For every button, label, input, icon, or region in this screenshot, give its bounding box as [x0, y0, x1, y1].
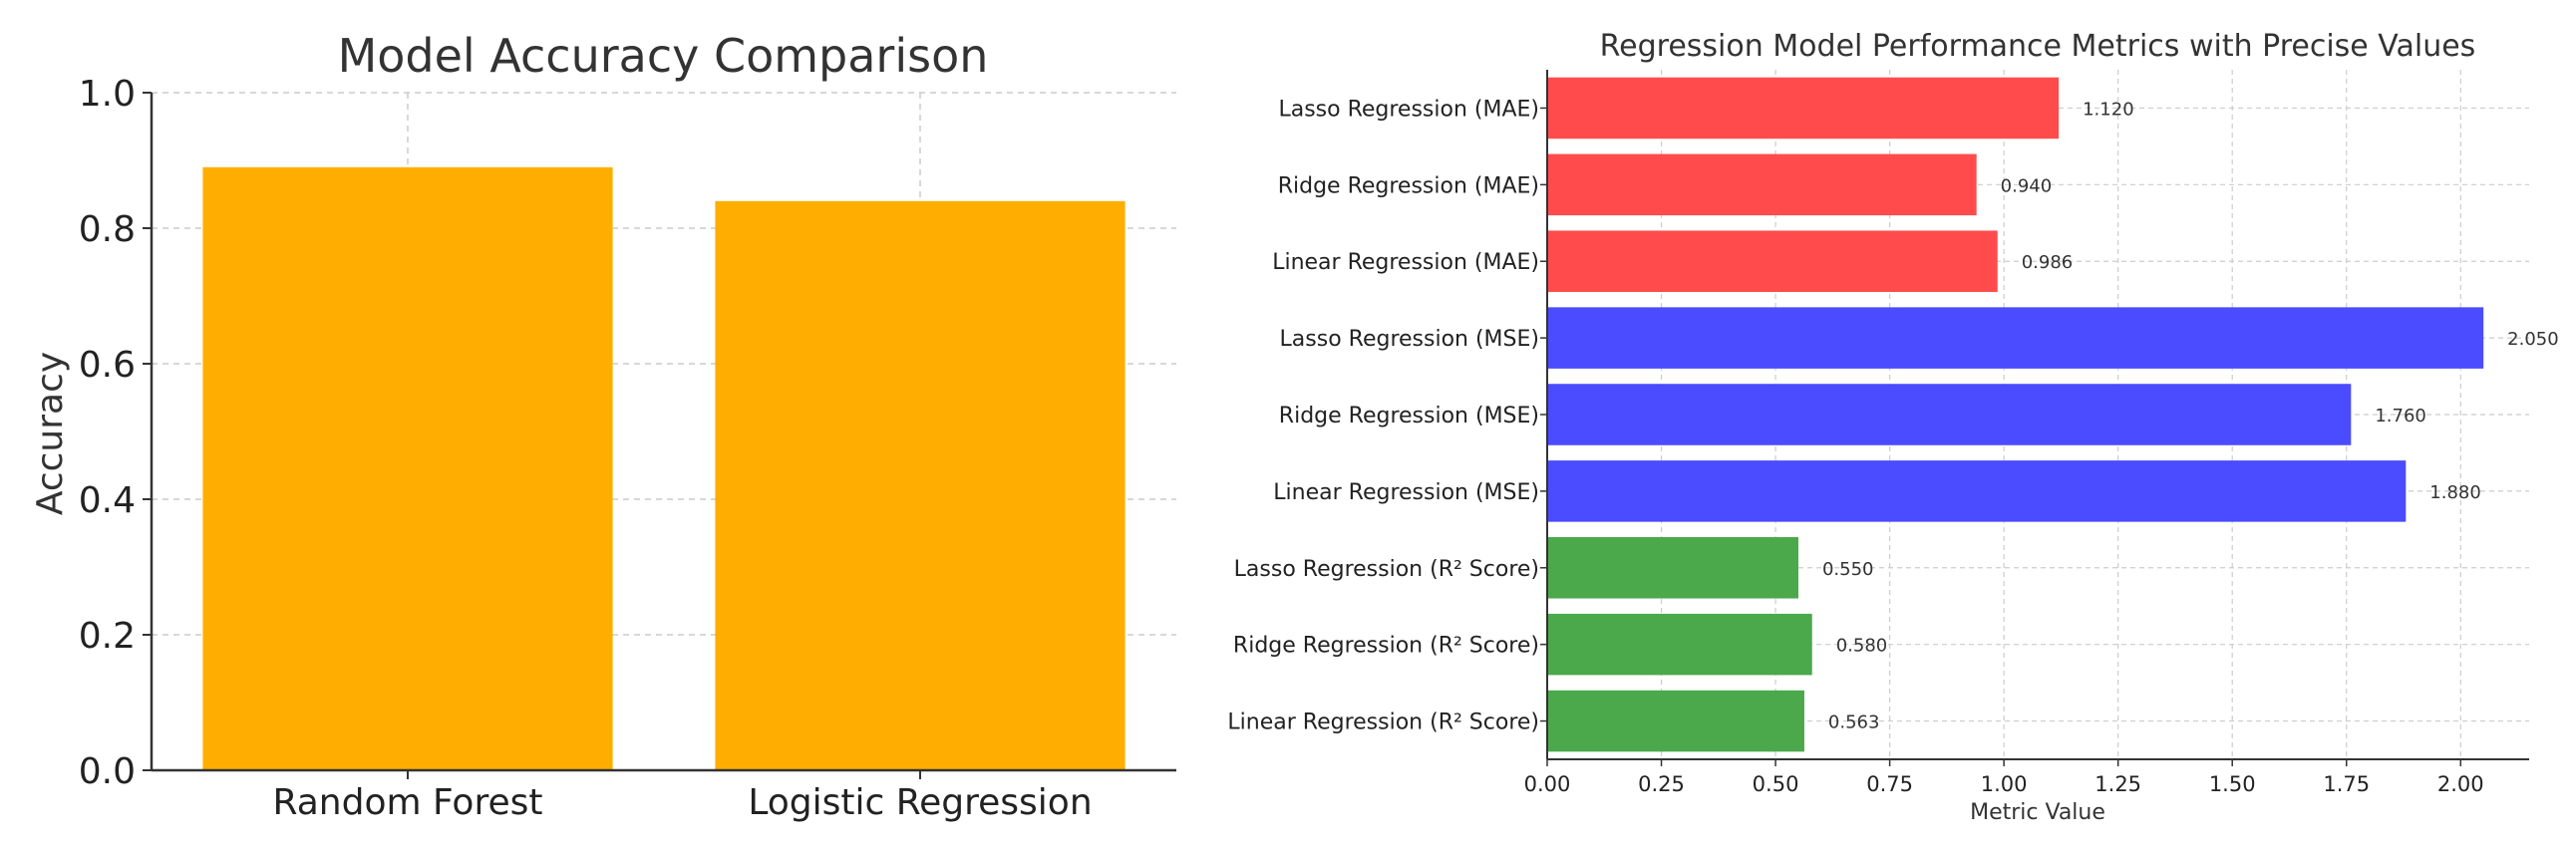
- metric-bar: [1547, 613, 1812, 676]
- metric-bar: [1547, 384, 2352, 445]
- y-tick-label: 0.2: [79, 616, 136, 657]
- category-label: Lasso Regression (R² Score): [1234, 557, 1539, 582]
- regression-category-labels: Lasso Regression (MAE) Ridge Regression (…: [1227, 97, 1547, 735]
- category-label: Linear Regression (MSE): [1273, 480, 1539, 505]
- value-label: 0.580: [1836, 636, 1888, 657]
- category-label: Linear Regression (R² Score): [1227, 711, 1539, 735]
- value-label: 0.986: [2022, 252, 2074, 273]
- category-label: Ridge Regression (MAE): [1278, 173, 1539, 198]
- x-tick-label: 1.50: [2209, 772, 2256, 796]
- category-label: Lasso Regression (MSE): [1280, 327, 1539, 352]
- metric-bar: [1547, 77, 2060, 140]
- value-label: 0.940: [2001, 175, 2053, 196]
- metric-bar: [1547, 307, 2484, 369]
- value-label: 1.120: [2083, 99, 2134, 120]
- y-tick-label: 1.0: [79, 74, 136, 115]
- x-tick-label: Random Forest: [273, 782, 543, 823]
- category-label: Lasso Regression (MAE): [1278, 97, 1539, 122]
- regression-value-labels: 1.120 0.940 0.986 2.050 1.760 1.880 0.550 0.580…: [1822, 99, 2559, 732]
- value-label: 2.050: [2507, 329, 2559, 350]
- accuracy-bars: [202, 166, 1126, 771]
- category-label: Linear Regression (MAE): [1272, 250, 1539, 275]
- metric-bar: [1547, 460, 2407, 522]
- accuracy-y-ticks: 0.0 0.2 0.4 0.6 0.8 1.0: [79, 74, 152, 792]
- x-tick-label: 1.25: [2094, 772, 2141, 796]
- x-tick-label: 0.00: [1524, 772, 1571, 796]
- value-label: 0.550: [1822, 559, 1874, 580]
- accuracy-bar: [715, 200, 1126, 771]
- x-tick-label: 1.75: [2323, 772, 2370, 796]
- accuracy-y-axis-label: Accuracy: [30, 352, 71, 515]
- x-tick-label: 2.00: [2437, 772, 2484, 796]
- regression-x-ticks: 0.00 0.25 0.50 0.75 1.00 1.25 1.50 1.75 2.00: [1524, 759, 2484, 796]
- metric-bar: [1547, 690, 1804, 752]
- y-tick-label: 0.0: [79, 751, 136, 792]
- value-label: 0.563: [1828, 712, 1880, 733]
- regression-chart-title: Regression Model Performance Metrics wit…: [1600, 29, 2476, 64]
- x-tick-label: 0.75: [1866, 772, 1913, 796]
- x-tick-label: 0.25: [1638, 772, 1685, 796]
- x-tick-label: Logistic Regression: [748, 782, 1092, 823]
- category-label: Ridge Regression (MSE): [1279, 404, 1539, 428]
- accuracy-chart: Model Accuracy Comparison Accuracy 0.00.…: [30, 29, 1176, 823]
- regression-x-axis-label: Metric Value: [1970, 800, 2105, 825]
- metric-bar: [1547, 537, 1798, 599]
- value-label: 1.880: [2429, 482, 2481, 503]
- regression-bars: [1547, 77, 2484, 752]
- y-tick-label: 0.4: [79, 480, 136, 521]
- value-label: 1.760: [2375, 406, 2426, 426]
- y-tick-label: 0.6: [79, 345, 136, 386]
- accuracy-x-ticks: Random Forest Logistic Regression: [273, 770, 1093, 823]
- y-tick-label: 0.8: [79, 209, 136, 250]
- accuracy-bar: [202, 166, 613, 771]
- metric-bar: [1547, 230, 1998, 292]
- metric-bar: [1547, 153, 1977, 216]
- accuracy-chart-title: Model Accuracy Comparison: [338, 29, 989, 83]
- category-label: Ridge Regression (R² Score): [1233, 634, 1539, 659]
- accuracy-axes: [150, 93, 1176, 772]
- regression-metrics-chart: Regression Model Performance Metrics wit…: [1227, 29, 2558, 825]
- x-tick-label: 1.00: [1981, 772, 2028, 796]
- x-tick-label: 0.50: [1753, 772, 1799, 796]
